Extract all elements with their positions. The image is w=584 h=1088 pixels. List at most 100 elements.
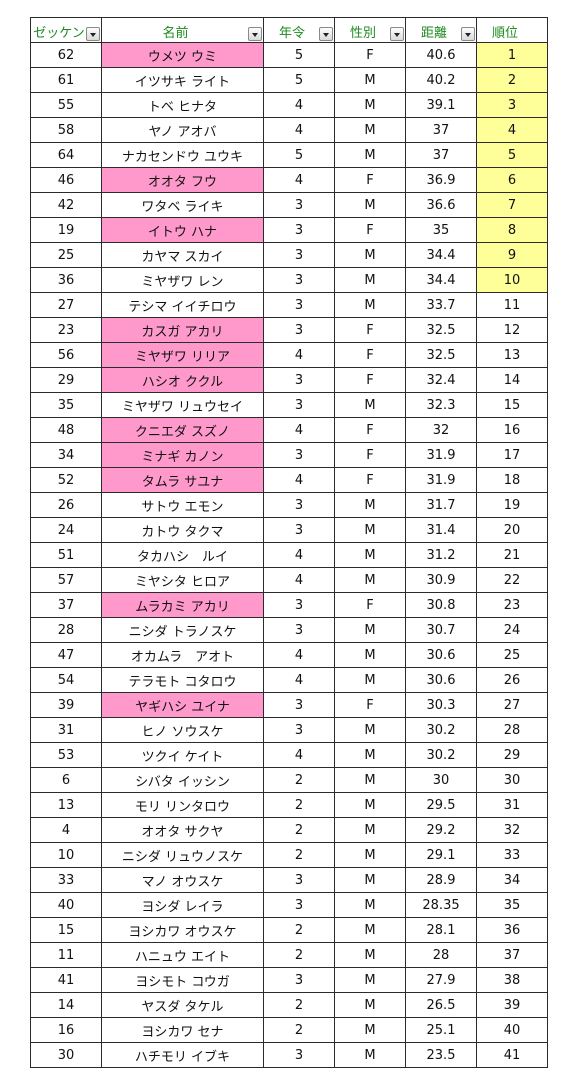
cell-sex[interactable]: M [334,617,406,643]
cell-sex[interactable]: M [334,742,406,768]
cell-distance[interactable]: 31.2 [405,542,477,568]
cell-distance[interactable]: 31.9 [405,442,477,468]
cell-distance[interactable]: 30.6 [405,667,477,693]
cell-age[interactable]: 2 [263,817,335,843]
cell-name[interactable]: サトウ エモン [101,492,264,518]
cell-zekken[interactable]: 29 [30,367,102,393]
cell-name[interactable]: ミヤザワ リュウセイ [101,392,264,418]
cell-age[interactable]: 2 [263,842,335,868]
cell-sex[interactable]: M [334,717,406,743]
cell-rank[interactable]: 31 [476,792,548,818]
cell-distance[interactable]: 30 [405,767,477,793]
filter-dropdown-icon[interactable] [319,27,333,41]
cell-rank[interactable]: 15 [476,392,548,418]
cell-distance[interactable]: 32.5 [405,342,477,368]
cell-name[interactable]: タカハシ ルイ [101,542,264,568]
cell-zekken[interactable]: 4 [30,817,102,843]
cell-name[interactable]: ハチモリ イブキ [101,1042,264,1068]
cell-distance[interactable]: 35 [405,217,477,243]
cell-name[interactable]: ウメツ ウミ [101,42,264,68]
cell-age[interactable]: 4 [263,167,335,193]
cell-age[interactable]: 3 [263,317,335,343]
cell-rank[interactable]: 22 [476,567,548,593]
cell-age[interactable]: 2 [263,792,335,818]
cell-rank[interactable]: 17 [476,442,548,468]
cell-sex[interactable]: F [334,442,406,468]
cell-age[interactable]: 2 [263,942,335,968]
cell-name[interactable]: マノ オウスケ [101,867,264,893]
cell-rank[interactable]: 12 [476,317,548,343]
cell-sex[interactable]: M [334,1017,406,1043]
cell-zekken[interactable]: 37 [30,592,102,618]
cell-distance[interactable]: 30.6 [405,642,477,668]
cell-age[interactable]: 5 [263,142,335,168]
cell-age[interactable]: 4 [263,742,335,768]
cell-name[interactable]: ニシダ リュウノスケ [101,842,264,868]
cell-name[interactable]: ヨシモト コウガ [101,967,264,993]
cell-distance[interactable]: 39.1 [405,92,477,118]
cell-distance[interactable]: 40.2 [405,67,477,93]
cell-name[interactable]: オカムラ アオト [101,642,264,668]
cell-rank[interactable]: 32 [476,817,548,843]
cell-rank[interactable]: 20 [476,517,548,543]
cell-zekken[interactable]: 54 [30,667,102,693]
cell-rank[interactable]: 5 [476,142,548,168]
cell-name[interactable]: ヒノ ソウスケ [101,717,264,743]
cell-zekken[interactable]: 57 [30,567,102,593]
cell-name[interactable]: ミヤザワ レン [101,267,264,293]
cell-zekken[interactable]: 55 [30,92,102,118]
cell-sex[interactable]: M [334,642,406,668]
cell-rank[interactable]: 9 [476,242,548,268]
cell-age[interactable]: 3 [263,692,335,718]
cell-sex[interactable]: M [334,1042,406,1068]
cell-sex[interactable]: F [334,592,406,618]
cell-distance[interactable]: 32.5 [405,317,477,343]
cell-name[interactable]: カスガ アカリ [101,317,264,343]
cell-age[interactable]: 3 [263,267,335,293]
cell-distance[interactable]: 30.3 [405,692,477,718]
cell-rank[interactable]: 14 [476,367,548,393]
cell-age[interactable]: 3 [263,392,335,418]
cell-name[interactable]: ハニュウ エイト [101,942,264,968]
cell-zekken[interactable]: 34 [30,442,102,468]
cell-age[interactable]: 3 [263,717,335,743]
cell-distance[interactable]: 29.1 [405,842,477,868]
cell-zekken[interactable]: 41 [30,967,102,993]
filter-dropdown-icon[interactable] [86,27,100,41]
cell-zekken[interactable]: 14 [30,992,102,1018]
cell-distance[interactable]: 34.4 [405,242,477,268]
cell-rank[interactable]: 11 [476,292,548,318]
cell-rank[interactable]: 41 [476,1042,548,1068]
cell-name[interactable]: ナカセンドウ ユウキ [101,142,264,168]
cell-age[interactable]: 4 [263,417,335,443]
cell-sex[interactable]: F [334,217,406,243]
cell-zekken[interactable]: 24 [30,517,102,543]
cell-name[interactable]: ヤノ アオバ [101,117,264,143]
cell-sex[interactable]: M [334,517,406,543]
cell-rank[interactable]: 4 [476,117,548,143]
cell-zekken[interactable]: 33 [30,867,102,893]
cell-age[interactable]: 4 [263,467,335,493]
cell-age[interactable]: 2 [263,917,335,943]
cell-distance[interactable]: 30.2 [405,717,477,743]
cell-sex[interactable]: M [334,842,406,868]
cell-zekken[interactable]: 62 [30,42,102,68]
cell-rank[interactable]: 18 [476,467,548,493]
cell-distance[interactable]: 36.6 [405,192,477,218]
cell-distance[interactable]: 37 [405,117,477,143]
cell-name[interactable]: カトウ タクマ [101,517,264,543]
cell-sex[interactable]: F [334,417,406,443]
cell-distance[interactable]: 32.3 [405,392,477,418]
cell-distance[interactable]: 28 [405,942,477,968]
cell-zekken[interactable]: 27 [30,292,102,318]
cell-rank[interactable]: 16 [476,417,548,443]
cell-zekken[interactable]: 30 [30,1042,102,1068]
cell-name[interactable]: テラモト コタロウ [101,667,264,693]
cell-distance[interactable]: 23.5 [405,1042,477,1068]
cell-sex[interactable]: M [334,942,406,968]
cell-distance[interactable]: 28.9 [405,867,477,893]
cell-rank[interactable]: 27 [476,692,548,718]
cell-age[interactable]: 3 [263,592,335,618]
cell-sex[interactable]: M [334,242,406,268]
filter-dropdown-icon[interactable] [248,27,262,41]
